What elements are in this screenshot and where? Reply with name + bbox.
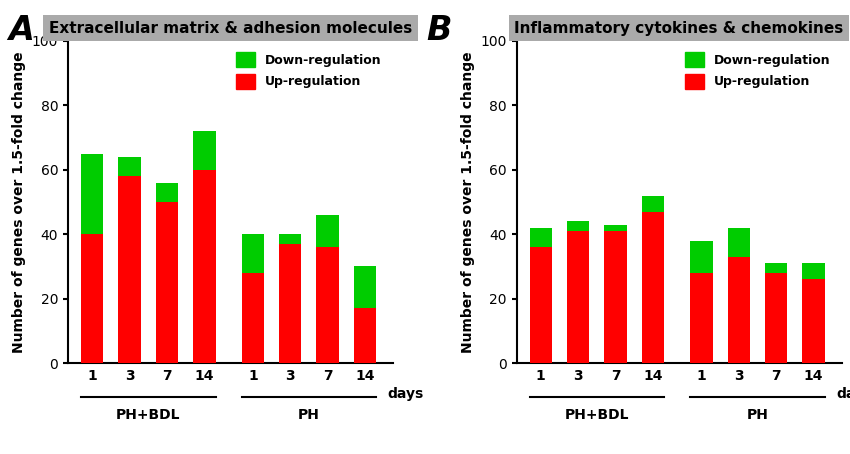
Bar (765, 263, 787, 273)
Bar (241, 273, 264, 363)
Legend: Down-regulation, Up-regulation: Down-regulation, Up-regulation (680, 47, 836, 94)
Bar (279, 244, 302, 363)
Bar (642, 196, 664, 212)
Bar (316, 215, 339, 247)
Bar (690, 273, 712, 363)
Text: B: B (427, 14, 452, 47)
Bar (354, 308, 377, 363)
Bar (118, 157, 141, 176)
Bar (530, 228, 552, 247)
Bar (765, 273, 787, 363)
Y-axis label: Number of genes over 1.5-fold change: Number of genes over 1.5-fold change (13, 51, 26, 353)
Bar (567, 222, 589, 231)
Bar (728, 257, 750, 363)
Bar (604, 231, 626, 363)
Bar (604, 225, 626, 231)
Bar (118, 176, 141, 363)
Bar (193, 170, 216, 363)
Bar (802, 263, 824, 279)
Text: PH: PH (746, 408, 768, 422)
Bar (81, 153, 104, 234)
Title: Inflammatory cytokines & chemokines: Inflammatory cytokines & chemokines (514, 20, 843, 35)
Bar (802, 279, 824, 363)
Bar (156, 202, 178, 363)
Bar (81, 234, 104, 363)
Bar (279, 234, 302, 244)
Bar (156, 183, 178, 202)
Text: days: days (388, 387, 423, 401)
Y-axis label: Number of genes over 1.5-fold change: Number of genes over 1.5-fold change (461, 51, 475, 353)
Title: Extracellular matrix & adhesion molecules: Extracellular matrix & adhesion molecule… (49, 20, 412, 35)
Bar (316, 247, 339, 363)
Text: PH: PH (298, 408, 320, 422)
Text: PH+BDL: PH+BDL (116, 408, 180, 422)
Text: PH+BDL: PH+BDL (564, 408, 629, 422)
Bar (690, 241, 712, 273)
Bar (728, 228, 750, 257)
Bar (530, 247, 552, 363)
Bar (241, 234, 264, 273)
Text: A: A (8, 14, 34, 47)
Bar (642, 212, 664, 363)
Bar (567, 231, 589, 363)
Bar (193, 131, 216, 170)
Text: days: days (836, 387, 850, 401)
Bar (354, 266, 377, 308)
Legend: Down-regulation, Up-regulation: Down-regulation, Up-regulation (231, 47, 387, 94)
